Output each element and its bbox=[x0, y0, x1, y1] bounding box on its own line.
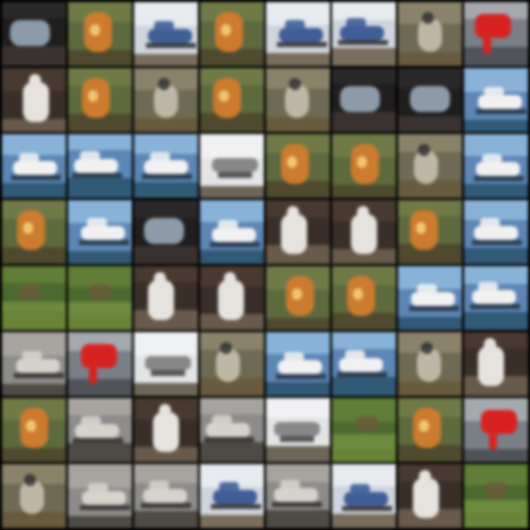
generated-image-blue-car bbox=[200, 464, 264, 528]
generated-image-blurry-bird bbox=[200, 332, 264, 396]
generated-image-grey-truck bbox=[68, 398, 132, 462]
generated-image-dark-scene bbox=[2, 2, 66, 66]
generated-image-orange-animal bbox=[68, 68, 132, 132]
generated-image-dark-scene bbox=[134, 200, 198, 264]
generated-image-blurry-bird bbox=[2, 464, 66, 528]
generated-image-blue-car bbox=[134, 2, 198, 66]
generated-image-white-horizon bbox=[200, 134, 264, 198]
generated-image-green-field bbox=[68, 266, 132, 330]
generated-image-blurry-bird bbox=[134, 68, 198, 132]
generated-image-ship-on-water bbox=[464, 134, 528, 198]
generated-image-white-horse bbox=[464, 332, 528, 396]
generated-image-white-horse bbox=[398, 464, 462, 528]
generated-image-white-horse bbox=[332, 200, 396, 264]
generated-image-ship-on-water bbox=[464, 200, 528, 264]
generated-image-ship-on-water bbox=[68, 200, 132, 264]
generated-image-blue-car bbox=[266, 2, 330, 66]
generated-image-grey-truck bbox=[266, 464, 330, 528]
generated-image-orange-animal bbox=[266, 266, 330, 330]
generated-image-orange-animal bbox=[200, 68, 264, 132]
generated-image-grey-truck bbox=[68, 464, 132, 528]
generated-image-grey-truck bbox=[134, 464, 198, 528]
generated-image-white-horizon bbox=[266, 398, 330, 462]
generated-image-green-field bbox=[2, 266, 66, 330]
generated-image-dark-scene bbox=[398, 68, 462, 132]
generated-image-ship-on-water bbox=[134, 134, 198, 198]
generated-image-ship-on-water bbox=[68, 134, 132, 198]
generated-image-green-field bbox=[464, 464, 528, 528]
generated-image-red-object bbox=[464, 398, 528, 462]
generated-image-red-object bbox=[464, 2, 528, 66]
generated-image-white-horse bbox=[2, 68, 66, 132]
generated-image-green-field bbox=[332, 398, 396, 462]
generated-image-blue-car bbox=[332, 464, 396, 528]
generated-image-blurry-bird bbox=[398, 134, 462, 198]
generated-image-orange-animal bbox=[398, 200, 462, 264]
generated-image-orange-animal bbox=[332, 134, 396, 198]
generated-image-orange-animal bbox=[68, 2, 132, 66]
generated-image-blurry-bird bbox=[266, 68, 330, 132]
generated-image-blurry-bird bbox=[398, 2, 462, 66]
generated-image-orange-animal bbox=[398, 398, 462, 462]
generated-image-orange-animal bbox=[2, 200, 66, 264]
generated-image-white-horse bbox=[200, 266, 264, 330]
generated-image-grey-truck bbox=[2, 332, 66, 396]
generated-image-blurry-bird bbox=[398, 332, 462, 396]
generated-image-orange-animal bbox=[266, 134, 330, 198]
generated-image-ship-on-water bbox=[200, 200, 264, 264]
generated-image-blue-car bbox=[332, 2, 396, 66]
generated-image-ship-on-water bbox=[464, 68, 528, 132]
generated-image-white-horse bbox=[134, 398, 198, 462]
generated-image-red-object bbox=[68, 332, 132, 396]
generated-image-dark-scene bbox=[332, 68, 396, 132]
generated-image-white-horse bbox=[266, 200, 330, 264]
generated-image-ship-on-water bbox=[266, 332, 330, 396]
generated-image-white-horse bbox=[134, 266, 198, 330]
generated-image-ship-on-water bbox=[464, 266, 528, 330]
generated-image-ship-on-water bbox=[2, 134, 66, 198]
generated-image-ship-on-water bbox=[332, 332, 396, 396]
generated-image-grey-truck bbox=[200, 398, 264, 462]
generated-image-orange-animal bbox=[332, 266, 396, 330]
generated-image-orange-animal bbox=[2, 398, 66, 462]
generated-image-orange-animal bbox=[200, 2, 264, 66]
generated-image-white-horizon bbox=[134, 332, 198, 396]
generated-image-ship-on-water bbox=[398, 266, 462, 330]
